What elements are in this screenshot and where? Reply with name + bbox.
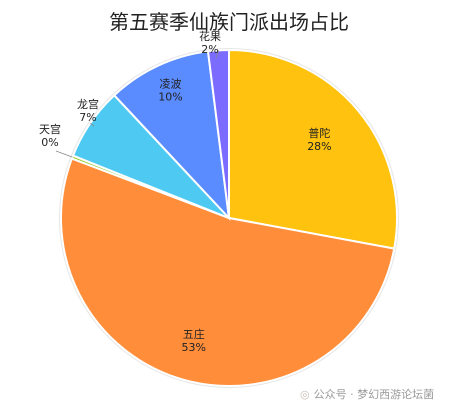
leader-line-3 [55, 150, 73, 158]
watermark: ◎ 公众号 · 梦幻西游论坛菌 [300, 386, 434, 402]
leader-line-4 [90, 122, 95, 127]
slice-name-label-5: 凌波 [160, 76, 182, 90]
pie-slice-1 [228, 48, 398, 250]
leader-line-6 [215, 50, 219, 59]
watermark-text: 公众号 · 梦幻西游论坛菌 [313, 388, 435, 401]
slice-value-label-6: 2% [201, 43, 218, 56]
slice-value-label-5: 10% [158, 90, 182, 103]
slice-value-label-2: 53% [182, 341, 206, 354]
slice-name-label-1: 普陀 [308, 126, 330, 140]
slice-value-label-1: 28% [307, 140, 331, 153]
slice-value-label-4: 7% [79, 111, 96, 124]
pie-slice-5 [112, 50, 231, 221]
slice-name-label-4: 龙宫 [77, 97, 99, 111]
slice-value-label-3: 0% [41, 136, 58, 149]
wechat-logo-icon: ◎ [300, 388, 310, 401]
chart-title: 第五赛季仙族门派出场占比 [109, 10, 349, 34]
slice-name-label-6: 花果 [199, 30, 221, 43]
slice-name-label-3: 天宫 [39, 122, 61, 136]
slice-name-label-2: 五庄 [183, 327, 205, 341]
pie-slice-2 [60, 157, 396, 387]
pie-slice-6 [206, 48, 230, 219]
